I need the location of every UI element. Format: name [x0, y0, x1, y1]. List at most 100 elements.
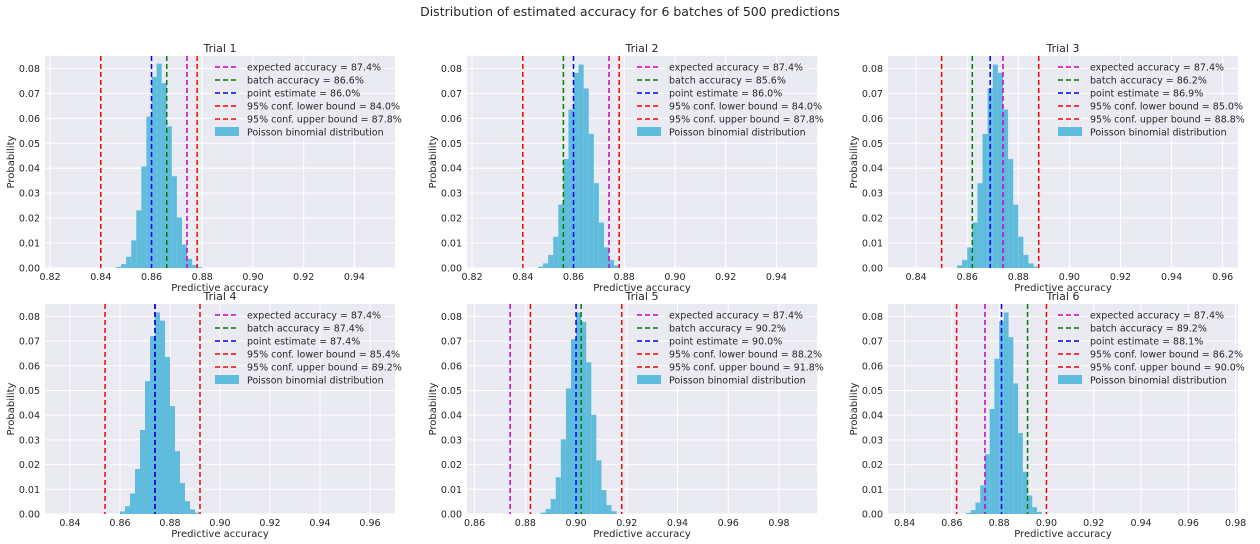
histogram-bar: [967, 247, 972, 268]
y-tick-label: 0.05: [441, 386, 462, 397]
y-tick-label: 0.00: [862, 264, 883, 275]
x-tick-label: 0.84: [59, 518, 80, 529]
histogram-bar: [1008, 159, 1013, 268]
y-tick-label: 0.07: [19, 89, 40, 100]
chart-trial-4: 0.000.010.020.030.040.050.060.070.080.84…: [6, 290, 402, 540]
legend-entry: point estimate = 87.4%: [247, 337, 360, 348]
x-axis-label: Predictive accuracy: [593, 529, 691, 540]
histogram-bar: [553, 237, 558, 268]
y-tick-label: 0.04: [19, 164, 40, 175]
y-axis-label: Probability: [6, 135, 17, 188]
histogram-bar: [1029, 263, 1034, 268]
histogram-bar: [187, 259, 192, 268]
histogram-bar: [160, 321, 165, 514]
y-tick-label: 0.02: [441, 214, 462, 225]
x-tick-label: 0.90: [209, 518, 230, 529]
histogram-bar: [993, 65, 998, 268]
x-tick-label: 0.92: [293, 272, 314, 283]
legend-entry: 95% conf. upper bound = 87.8%: [669, 115, 824, 126]
x-tick-label: 0.86: [563, 272, 584, 283]
x-tick-label: 0.86: [464, 518, 485, 529]
legend-entry: batch accuracy = 87.4%: [247, 324, 364, 335]
histogram-bar: [546, 509, 551, 514]
y-tick-label: 0.08: [441, 312, 462, 323]
legend-entry: 95% conf. lower bound = 84.0%: [247, 102, 400, 113]
x-tick-label: 0.94: [344, 272, 365, 283]
x-tick-label: 0.88: [989, 518, 1010, 529]
histogram-bar: [586, 362, 591, 514]
histogram-bar: [1034, 267, 1039, 268]
chart-title: Trial 3: [1046, 42, 1080, 55]
x-tick-label: 0.92: [715, 272, 736, 283]
chart-title: Trial 6: [1046, 290, 1080, 303]
x-tick-label: 0.86: [941, 518, 962, 529]
histogram-bar: [130, 494, 135, 514]
x-tick-label: 0.88: [159, 518, 180, 529]
histogram-bar: [136, 210, 141, 268]
chart-title: Trial 1: [203, 42, 237, 55]
histogram-bar: [561, 439, 566, 514]
y-tick-label: 0.00: [441, 510, 462, 521]
legend-swatch: [1058, 127, 1082, 136]
y-axis-label: Probability: [849, 135, 860, 188]
legend-entry: batch accuracy = 89.2%: [1090, 324, 1207, 335]
x-tick-label: 0.94: [1130, 518, 1151, 529]
x-tick-label: 0.86: [957, 272, 978, 283]
chart-trial-3: 0.000.010.020.030.040.050.060.070.080.84…: [849, 42, 1245, 294]
plot-area: [467, 304, 817, 514]
histogram-bar: [998, 73, 1003, 268]
chart-trial-1: 0.000.010.020.030.040.050.060.070.080.82…: [6, 42, 402, 294]
x-tick-label: 0.90: [242, 272, 263, 283]
histogram-bar: [135, 469, 140, 514]
legend-entry: batch accuracy = 86.6%: [247, 76, 364, 87]
histogram-bar: [172, 176, 177, 268]
y-tick-label: 0.07: [862, 337, 883, 348]
histogram-bar: [563, 159, 568, 268]
y-tick-label: 0.05: [862, 139, 883, 150]
histogram-bar: [120, 511, 125, 514]
y-tick-label: 0.05: [19, 386, 40, 397]
y-tick-label: 0.06: [441, 361, 462, 372]
y-tick-label: 0.06: [19, 361, 40, 372]
histogram-bar: [1018, 433, 1023, 514]
y-axis-label: Probability: [6, 382, 17, 435]
y-tick-label: 0.00: [862, 510, 883, 521]
x-tick-label: 0.88: [614, 272, 635, 283]
y-tick-label: 0.08: [862, 64, 883, 75]
y-tick-label: 0.07: [19, 337, 40, 348]
histogram-bar: [548, 255, 553, 268]
histogram-bar: [1013, 205, 1018, 268]
x-tick-label: 0.88: [515, 518, 536, 529]
histogram-bar: [182, 245, 187, 268]
legend-swatch: [637, 127, 661, 136]
histogram-bar: [180, 483, 185, 514]
histogram-bar: [185, 501, 190, 514]
y-tick-label: 0.02: [441, 460, 462, 471]
y-tick-label: 0.05: [19, 139, 40, 150]
chart-trial-2: 0.00 0.01 0.02 0.03 0.04 0.05 0.06 0.07 0.08 0.82…: [428, 42, 824, 294]
histogram-bar: [165, 357, 170, 514]
histogram-bar: [957, 265, 962, 268]
histogram-bar: [146, 117, 151, 268]
histogram-bar: [175, 451, 180, 514]
histogram-bar: [125, 506, 130, 514]
x-tick-label: 0.96: [1212, 272, 1233, 283]
legend-entry: batch accuracy = 85.6%: [669, 76, 786, 87]
y-tick-label: 0.06: [862, 361, 883, 372]
y-tick-label: 0.06: [862, 114, 883, 125]
y-tick-label: 0.07: [441, 337, 462, 348]
histogram-bar: [971, 510, 976, 514]
x-tick-label: 0.92: [1083, 518, 1104, 529]
y-tick-label: 0.01: [441, 485, 462, 496]
legend-entry: 95% conf. upper bound = 91.8%: [669, 363, 824, 374]
histogram-bar: [604, 247, 609, 268]
histogram-bar: [141, 166, 146, 268]
histogram-bar: [601, 490, 606, 514]
legend-entry: 95% conf. lower bound = 85.0%: [1090, 102, 1243, 113]
histogram-bar: [157, 64, 162, 268]
plot-area: [888, 304, 1238, 514]
x-tick-label: 0.92: [616, 518, 637, 529]
y-tick-label: 0.04: [862, 164, 883, 175]
histogram-bar: [574, 73, 579, 268]
